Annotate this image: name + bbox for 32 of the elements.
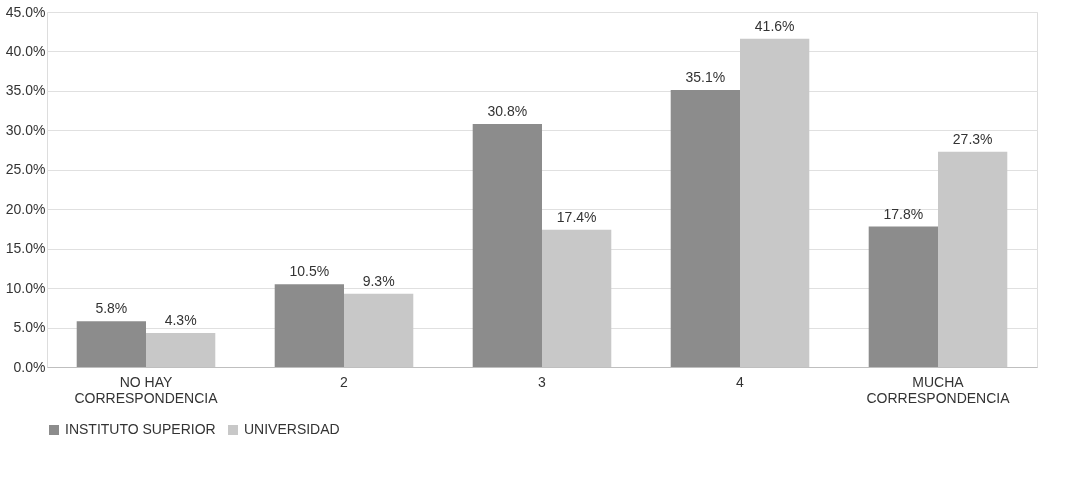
legend-label: INSTITUTO SUPERIOR <box>65 421 216 437</box>
y-tick-label: 15.0% <box>5 240 46 257</box>
y-tick-label: 45.0% <box>5 3 46 20</box>
x-tick-label: NO HAY CORRESPONDENCIA <box>74 373 219 406</box>
y-tick-label: 5.0% <box>13 319 46 336</box>
y-tick-label: 25.0% <box>5 161 46 178</box>
x-tick-label: MUCHA CORRESPONDENCIA <box>866 373 1011 406</box>
data-label: 17.8% <box>883 205 924 222</box>
y-tick-label: 20.0% <box>5 200 46 217</box>
x-tick-label: 3 <box>538 373 547 390</box>
bar <box>76 321 146 367</box>
bar <box>472 124 542 367</box>
bar <box>670 90 740 367</box>
x-tick-label: 4 <box>736 373 745 390</box>
bar <box>274 284 344 367</box>
bar <box>868 226 938 367</box>
data-label: 30.8% <box>487 103 528 120</box>
y-tick-label: 0.0% <box>13 358 46 375</box>
data-label: 41.6% <box>754 17 795 34</box>
data-label: 27.3% <box>952 130 993 147</box>
x-tick-label: 2 <box>340 373 349 390</box>
y-tick-label: 30.0% <box>5 121 46 138</box>
data-label: 10.5% <box>289 263 330 280</box>
y-tick-label: 10.0% <box>5 279 46 296</box>
y-tick-label: 35.0% <box>5 82 46 99</box>
data-label: 4.3% <box>164 312 197 329</box>
data-label: 9.3% <box>362 272 395 289</box>
data-label: 5.8% <box>95 300 128 317</box>
y-tick-label: 40.0% <box>5 42 46 59</box>
data-label: 17.4% <box>556 208 597 225</box>
legend-label: UNIVERSIDAD <box>244 421 340 437</box>
data-label: 35.1% <box>685 69 726 86</box>
